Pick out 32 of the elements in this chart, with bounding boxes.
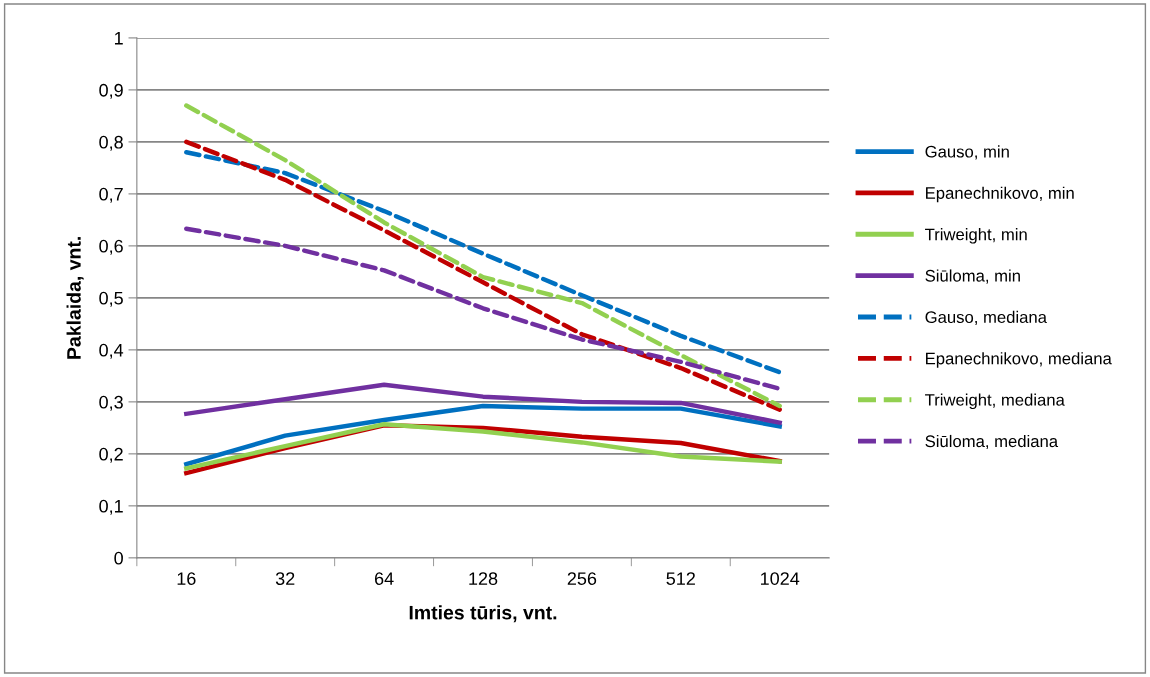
legend-label: Siūloma, min [925, 269, 1020, 284]
legend-label: Triweight, mediana [925, 393, 1065, 410]
x-tick-label: 512 [666, 572, 695, 585]
y-tick-label: 0,4 [99, 343, 124, 359]
line-series [184, 226, 782, 392]
legend-label: Gauso, min [925, 145, 1009, 160]
x-tick-label: 128 [469, 572, 498, 585]
legend-label: Siūloma, mediana [925, 434, 1059, 450]
y-tick-label: 0,2 [99, 447, 123, 463]
y-tick-label: 0,1 [99, 499, 123, 515]
x-axis-title: Imties tūris, vnt. [409, 605, 557, 623]
y-axis-title: Paklaida, vnt. [66, 237, 84, 359]
x-tick-label: 1024 [761, 572, 800, 585]
legend-label: Gauso, mediana [925, 310, 1047, 326]
x-tick-label: 32 [275, 572, 295, 585]
legend-label: Triweight, min [925, 228, 1027, 244]
x-tick-label: 16 [177, 572, 196, 585]
line-series [184, 382, 782, 425]
y-tick-label: 0,5 [99, 291, 123, 307]
y-tick-label: 0,9 [99, 83, 123, 99]
y-tick-label: 0,3 [99, 395, 123, 411]
y-tick-label: 0,7 [99, 187, 123, 203]
y-tick-label: 1 [114, 32, 123, 45]
legend-label: Epanechnikovo, min [926, 186, 1074, 203]
y-tick-label: 0,8 [99, 135, 123, 151]
x-tick-label: 256 [567, 572, 597, 585]
legend-label: Epanechnikovo, mediana [926, 352, 1112, 368]
x-tick-label: 64 [374, 572, 394, 585]
line-series [184, 150, 782, 375]
line-series [184, 403, 782, 467]
y-tick-label: 0 [114, 551, 123, 565]
y-tick-label: 0,6 [99, 239, 123, 255]
